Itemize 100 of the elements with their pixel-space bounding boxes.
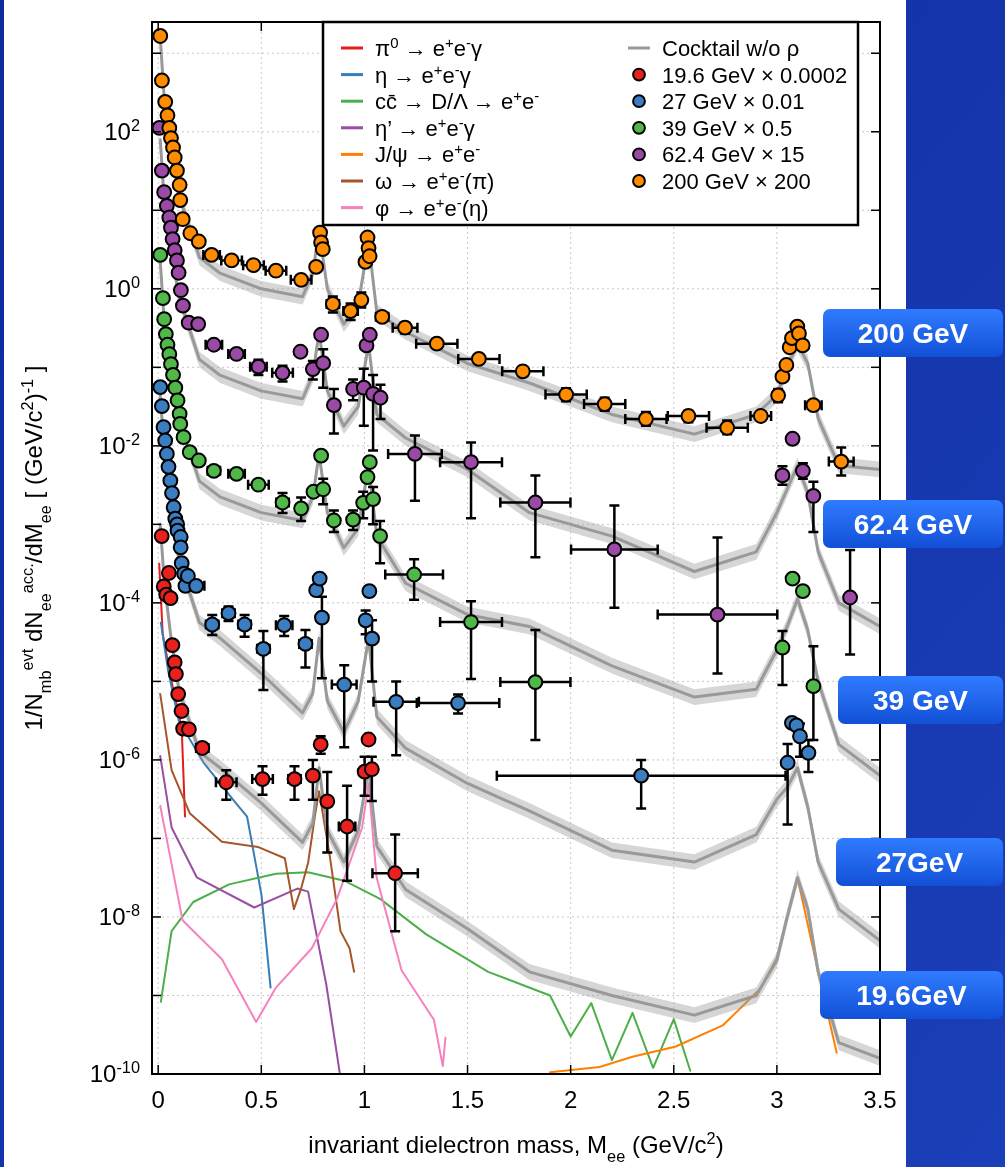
point [805,488,822,504]
x-axis-title: invariant dielectron mass, M$_{ee}$ (GeV/c$^{2}$) [308,1129,724,1165]
line-series [159,621,272,989]
point [190,233,207,250]
point [315,481,332,498]
point [153,398,170,415]
point [357,612,374,629]
point [336,676,353,693]
point [157,432,174,449]
point [363,761,380,778]
point [314,609,330,626]
point [152,379,169,395]
point [784,430,801,447]
point [155,290,171,307]
point [268,262,284,279]
x-tick-label: 0 [151,1086,165,1113]
point [160,458,177,475]
point [174,211,191,228]
point [792,728,808,745]
point [345,511,361,528]
point [168,666,184,682]
point [325,397,342,414]
legend-label: 200 GeV × 200 [662,169,811,194]
point [361,248,378,265]
point [779,754,796,771]
legend-label: π$^{0}$ → e$^{+}$e$^{-}$γ [375,33,482,61]
point [181,721,197,738]
point [167,379,184,396]
point [175,429,192,446]
x-tick-label: 2 [563,1086,578,1113]
legend-label: 19.6 GeV × 0.0002 [662,62,848,88]
point [172,282,189,299]
point [842,589,859,606]
point [153,162,170,179]
point [325,512,342,529]
point [470,351,487,367]
point [166,149,183,166]
point [164,485,180,502]
legend-label: 39 GeV × 0.5 [662,115,793,141]
annotation: 39 GeV [873,685,969,716]
point [156,311,173,328]
y-tick-label: 10$^{-4}$ [98,586,140,616]
point [428,335,445,352]
y-tick-label: 10$^{-8}$ [98,900,140,930]
point [292,343,309,360]
line-series [159,871,692,1072]
point [308,582,325,599]
legend-label: φ → e$^{+}$e$^{-}$(η) [375,193,489,221]
point [361,454,378,471]
point [313,447,330,464]
point [752,408,769,424]
point [778,357,795,373]
line-series [159,693,356,973]
point [407,445,423,462]
legend-label: 62.4 GeV × 15 [662,142,805,168]
annotation: 27GeV [875,847,964,878]
x-tick-label: 3 [770,1086,784,1113]
point [463,454,479,471]
point [709,606,726,623]
point [313,326,330,343]
point [245,257,262,274]
point [153,72,170,89]
point [172,539,189,556]
point [319,793,336,810]
point [155,419,172,436]
point [158,445,175,462]
point [527,674,544,690]
point [190,452,207,469]
point [254,771,271,787]
point [157,94,174,110]
x-tick-label: 1.5 [450,1086,485,1113]
point [169,392,186,409]
annotation: 19.6GeV [856,980,968,1011]
point [315,355,332,372]
point [190,316,207,333]
point [365,491,381,507]
x-tick-label: 0.5 [244,1086,278,1113]
point [406,566,423,583]
point [156,184,173,201]
point [161,565,177,581]
line-series [159,755,341,1074]
legend-label: 27 GeV × 0.01 [662,89,805,115]
point [223,252,240,269]
point [833,453,850,470]
point [250,476,267,493]
point [361,583,378,600]
legend-label: ω → e$^{+}$e$^{-}$(π) [375,166,495,194]
point [800,744,817,761]
point [794,337,811,354]
point [173,703,190,719]
point [172,192,189,208]
point [805,678,822,695]
point [372,528,388,544]
y-tick-label: 10$^{-6}$ [98,743,140,773]
point [450,695,466,711]
y-tick-label: 10$^{0}$ [104,272,140,302]
point [794,583,811,600]
y-tick-label: 10$^{2}$ [104,115,140,145]
annotation: 200 GeV [857,318,969,349]
point [170,686,187,702]
